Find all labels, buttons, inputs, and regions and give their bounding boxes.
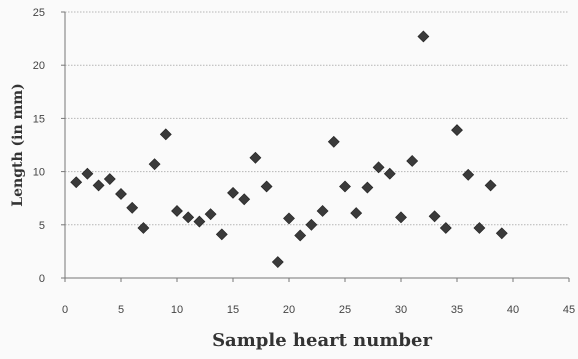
- tick-labels: 0 5 10 15 20 25 0 5 10 15 20 25 30 35 40 45: [33, 7, 575, 316]
- x-tick-label-5: 5: [118, 304, 124, 316]
- data-point-38: [484, 179, 497, 192]
- data-point-10: [171, 205, 183, 217]
- data-point-37: [473, 222, 486, 234]
- data-point-5: [115, 188, 127, 200]
- data-point-14: [215, 228, 228, 241]
- x-tick-label-40: 40: [507, 304, 519, 316]
- data-point-8: [148, 158, 161, 171]
- y-tick-label-5: 5: [39, 220, 45, 232]
- axes: [61, 11, 570, 282]
- data-point-1: [70, 176, 83, 189]
- y-tick-label-25: 25: [33, 7, 45, 19]
- data-point-13: [204, 208, 217, 221]
- data-point-33: [428, 210, 441, 223]
- data-point-34: [439, 222, 452, 234]
- data-point-7: [137, 222, 150, 234]
- data-point-26: [350, 207, 363, 220]
- data-point-32: [417, 30, 430, 43]
- x-tick-label-10: 10: [171, 304, 183, 316]
- data-point-21: [294, 229, 307, 242]
- data-point-28: [372, 161, 385, 174]
- x-tick-label-45: 45: [563, 304, 575, 316]
- data-point-23: [316, 205, 329, 217]
- x-tick-label-30: 30: [395, 304, 407, 316]
- x-tick-label-35: 35: [451, 304, 463, 316]
- y-tick-label-10: 10: [33, 167, 45, 179]
- data-point-25: [339, 180, 351, 193]
- data-point-31: [406, 155, 419, 167]
- y-axis-label: Length (in mm): [10, 83, 26, 206]
- data-point-15: [227, 186, 239, 199]
- y-tick-label-20: 20: [33, 60, 45, 72]
- data-point-17: [249, 151, 262, 164]
- y-tick-label-15: 15: [33, 113, 45, 125]
- data-point-30: [395, 211, 407, 224]
- x-tick-label-25: 25: [339, 304, 351, 316]
- data-point-2: [81, 167, 94, 180]
- x-tick-label-15: 15: [227, 304, 239, 316]
- data-point-36: [462, 168, 475, 181]
- data-point-29: [383, 167, 396, 180]
- data-point-6: [126, 201, 139, 214]
- x-tick-label-20: 20: [283, 304, 295, 316]
- gridlines: [65, 11, 569, 226]
- data-point-16: [238, 193, 251, 206]
- data-point-19: [271, 256, 284, 268]
- data-point-24: [327, 135, 340, 148]
- data-point-27: [361, 181, 374, 194]
- data-point-20: [283, 212, 295, 225]
- data-point-4: [103, 173, 116, 185]
- data-point-11: [182, 211, 195, 224]
- data-point-12: [193, 215, 206, 228]
- data-point-35: [451, 124, 463, 137]
- x-tick-label-0: 0: [62, 304, 68, 316]
- data-point-22: [305, 218, 318, 231]
- y-tick-label-0: 0: [39, 273, 45, 285]
- data-point-39: [495, 227, 508, 240]
- data-point-3: [92, 179, 105, 192]
- data-point-9: [159, 128, 172, 141]
- x-axis-label: Sample heart number: [212, 330, 432, 351]
- data-point-18: [260, 180, 273, 193]
- data-points: [70, 30, 508, 268]
